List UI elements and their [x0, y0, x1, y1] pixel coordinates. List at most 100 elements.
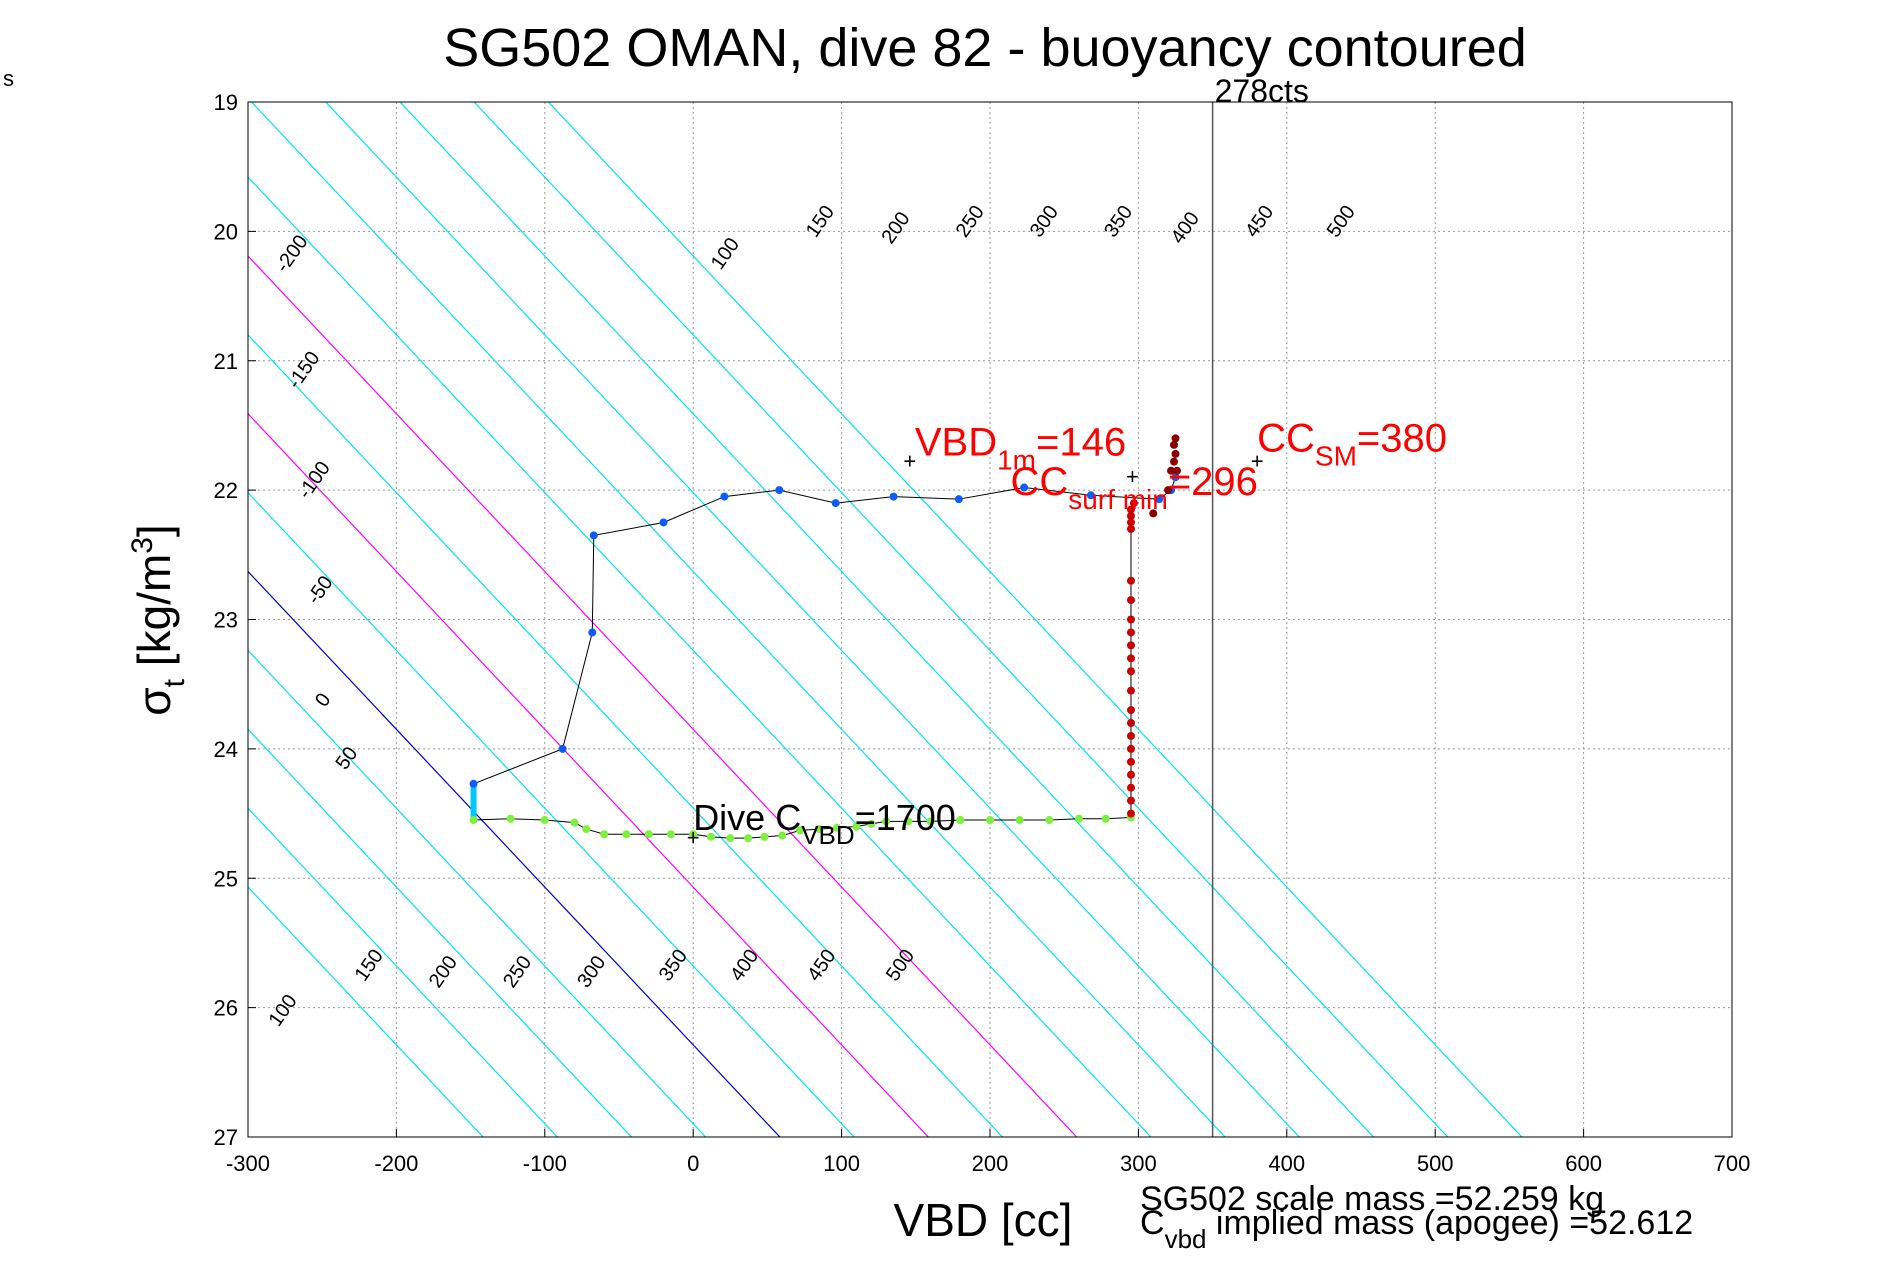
contour-label: 500: [882, 945, 919, 985]
descent_bottom-point: [644, 830, 653, 839]
contour-line: [248, 491, 855, 1137]
y-tick-label: 21: [214, 349, 238, 374]
contour-line: [473, 102, 1449, 1137]
vbd-1m-label: VBD1m=146: [915, 421, 1126, 476]
descent_bottom-point: [904, 817, 913, 826]
descent_vertical-point: [1126, 628, 1135, 637]
descent_bottom-point: [852, 822, 861, 831]
descent_bottom-point: [778, 831, 787, 840]
surface-point: [1167, 466, 1176, 475]
descent_bottom-point: [600, 830, 609, 839]
surface-point: [1170, 440, 1179, 449]
buoyancy-contours: [248, 102, 1523, 1137]
descent_bottom-point: [956, 816, 965, 825]
y-tick-label: 26: [214, 996, 238, 1021]
y-tick-label: 23: [214, 608, 238, 633]
descent_vertical-point: [1129, 499, 1138, 508]
descent-path: [473, 502, 1135, 839]
climb-point: [1086, 491, 1095, 500]
contour-label: -150: [283, 348, 324, 393]
climb-point: [889, 492, 898, 501]
contour-label: 450: [1241, 201, 1278, 241]
climb-point: [469, 779, 478, 788]
descent_vertical-point: [1126, 757, 1135, 766]
descent_vertical-point: [1126, 524, 1135, 533]
svg-text:σt [kg/m3]: σt [kg/m3]: [126, 524, 191, 715]
descent_bottom-point: [1075, 814, 1084, 823]
x-tick-label: 500: [1417, 1151, 1454, 1176]
descent_vertical-point: [1126, 731, 1135, 740]
contour-label: 100: [265, 991, 302, 1031]
descent_vertical-point: [1126, 744, 1135, 753]
x-tick-label: 0: [687, 1151, 699, 1176]
contour-label: -200: [272, 231, 313, 276]
climb-point: [558, 744, 567, 753]
descent_bottom-point: [689, 830, 698, 839]
dive-cvbd-label: Dive CVBD=1700: [693, 797, 956, 850]
contour-line: [248, 807, 559, 1137]
implied-mass-text: Cvbd implied mass (apogee) =52.612: [1140, 1204, 1693, 1254]
cc-sm-marker: +: [1251, 449, 1264, 474]
descent_bottom-point: [744, 834, 753, 843]
surface-point: [1172, 466, 1181, 475]
contour-label: 300: [573, 952, 610, 992]
contour-line: [324, 102, 1301, 1137]
dive-series: [469, 434, 1181, 843]
contour-label: 0: [311, 689, 335, 711]
contour-labels: -200 -150 -100 -50 0 100 150 200 250 300 350 400 450…: [265, 201, 1360, 1030]
climb-point: [775, 486, 784, 495]
contour-label: 200: [425, 952, 462, 992]
annotations: +VBD1m=146 +CCSM=380+CCsurf min=296+Dive …: [687, 417, 1447, 850]
descent_vertical-point: [1126, 770, 1135, 779]
descent_bottom-point: [707, 832, 716, 841]
climb-point: [589, 531, 598, 540]
descent_vertical-point: [1126, 518, 1135, 527]
contour-label: 300: [1026, 201, 1063, 241]
descent_vertical-point: [1126, 686, 1135, 695]
climb-point: [588, 628, 597, 637]
descent_bottom-point: [666, 830, 675, 839]
x-tick-label: -300: [226, 1151, 270, 1176]
dive-cvbd-marker: +: [687, 825, 700, 850]
chart-title: SG502 OMAN, dive 82 - buoyancy contoured: [443, 18, 1527, 78]
climb-point: [831, 499, 840, 508]
descent_vertical-point: [1126, 505, 1135, 514]
contour-label: 350: [1100, 201, 1137, 241]
y-tick-label: 24: [214, 737, 238, 762]
climb-point: [659, 518, 668, 527]
contour-label: 250: [952, 201, 989, 241]
y-tick-label: 22: [214, 478, 238, 503]
x-axis-ticks: -300 -200 -100 0 100 200 300 400 500 600 700: [226, 1129, 1750, 1176]
x-tick-label: -200: [374, 1151, 418, 1176]
contour-line: [248, 570, 781, 1137]
y-tick-label: 25: [214, 866, 238, 891]
contour-line: [248, 255, 1078, 1137]
contour-label: 500: [1323, 201, 1360, 241]
contour-label: 50: [332, 743, 363, 774]
descent_vertical-point: [1126, 706, 1135, 715]
surface-point: [1170, 457, 1179, 466]
x-tick-label: 600: [1565, 1151, 1602, 1176]
climb-point: [1020, 483, 1029, 492]
contour-label: 250: [499, 952, 536, 992]
descent_bottom-point: [926, 817, 935, 826]
climb-path: [473, 477, 1176, 785]
descent_bottom-point: [986, 816, 994, 825]
descent_bottom-point: [570, 818, 579, 827]
grid-lines: [247, 101, 1733, 1138]
cc-surf-min-label: CCsurf min=296: [1010, 460, 1257, 515]
descent_bottom-point: [815, 825, 824, 834]
x-tick-label: 400: [1268, 1151, 1305, 1176]
contour-line: [248, 649, 707, 1137]
climb-point: [1155, 495, 1164, 504]
contour-line: [547, 102, 1523, 1137]
descent_bottom-point: [582, 825, 591, 834]
descent_bottom-point: [622, 830, 631, 839]
contour-line: [248, 412, 930, 1137]
descent_vertical-point: [1126, 667, 1135, 676]
x-tick-label: -100: [523, 1151, 567, 1176]
cc-sm-label: CCSM=380: [1257, 417, 1447, 472]
surface-point: [1171, 449, 1180, 458]
climb-point: [1171, 473, 1180, 482]
